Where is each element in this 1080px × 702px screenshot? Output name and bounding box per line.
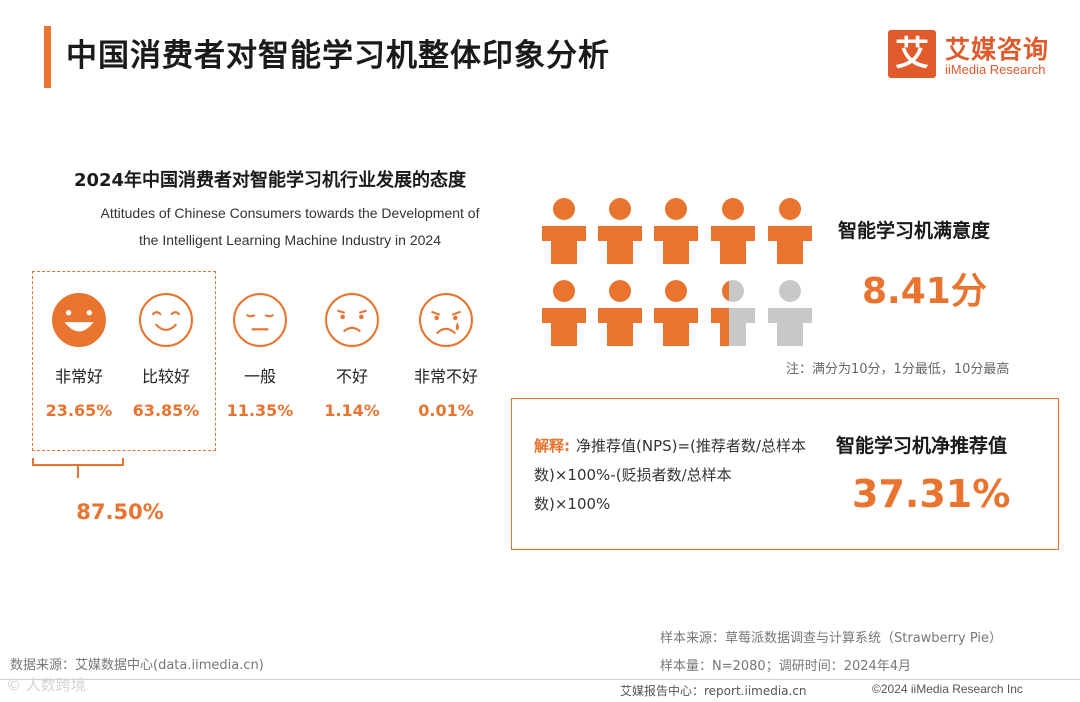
person-icon — [711, 280, 755, 346]
attitude-item: 一般 11.35% — [205, 292, 315, 421]
sample-source: 样本来源：草莓派数据调查与计算系统（Strawberry Pie） — [660, 631, 1002, 646]
attitude-chart-subtitle-en: Attitudes of Chinese Consumers towards t… — [40, 200, 540, 254]
attitude-value: 23.65% — [45, 401, 113, 420]
nps-keyword: 解释: — [534, 437, 570, 455]
laughing-face-icon — [52, 293, 106, 347]
attitude-item: 非常不好 0.01% — [391, 292, 501, 421]
attitude-item: 不好 1.14% — [297, 292, 407, 421]
crying-face-icon — [419, 293, 473, 347]
logo-name-cn: 艾媒咨询 — [945, 35, 1050, 64]
attitude-label: 非常不好 — [413, 367, 478, 386]
person-icon — [598, 198, 642, 264]
copyright: ©2024 iiMedia Research Inc — [872, 682, 1023, 696]
person-icon — [542, 198, 586, 264]
iimedia-logo: 艾 艾媒咨询 iiMedia Research — [888, 30, 1063, 80]
neutral-face-icon — [233, 293, 287, 347]
attitude-item: 非常好 23.65% — [24, 292, 134, 421]
logo-mark: 艾 — [888, 30, 936, 78]
attitude-value: 1.14% — [324, 401, 380, 420]
nps-box — [511, 398, 1059, 550]
frowning-face-icon — [325, 293, 379, 347]
attitude-value: 0.01% — [418, 401, 474, 420]
satisfaction-note: 注：满分为10分，1分最低，10分最高 — [786, 362, 1010, 377]
subtitle-line-1: Attitudes of Chinese Consumers towards t… — [100, 205, 480, 221]
nps-formula: 净推荐值(NPS)=(推荐者数/总样本数)×100%-(贬损者数/总样本数)×1… — [534, 437, 806, 513]
satisfaction-score: 8.41分 — [862, 271, 987, 312]
sample-size: 样本量：N=2080；调研时间：2024年4月 — [660, 659, 912, 674]
positive-bracket — [32, 458, 124, 478]
attitude-label: 非常好 — [54, 367, 103, 386]
nps-value: 37.31% — [852, 472, 1011, 516]
attitude-label: 一般 — [243, 367, 276, 386]
nps-title: 智能学习机净推荐值 — [836, 435, 1008, 457]
person-icon — [654, 198, 698, 264]
attitude-chart-title: 2024年中国消费者对智能学习机行业发展的态度 — [73, 170, 467, 191]
attitude-label: 比较好 — [141, 367, 190, 386]
positive-group-box — [32, 271, 216, 451]
person-icon — [711, 198, 755, 264]
subtitle-line-2: the Intelligent Learning Machine Industr… — [139, 232, 441, 248]
attitude-value: 63.85% — [132, 401, 200, 420]
person-icon — [598, 280, 642, 346]
report-center: 艾媒报告中心：report.iimedia.cn — [620, 684, 807, 698]
satisfaction-title: 智能学习机满意度 — [838, 220, 991, 242]
attitude-value: 11.35% — [226, 401, 294, 420]
footer-divider — [0, 679, 1080, 680]
title-accent-bar — [44, 26, 51, 88]
person-icon — [768, 198, 812, 264]
person-icon — [542, 280, 586, 346]
attitude-label: 不好 — [335, 367, 368, 386]
person-icon — [768, 280, 812, 346]
smiling-face-icon — [139, 293, 193, 347]
nps-explanation: 解释: 净推荐值(NPS)=(推荐者数/总样本数)×100%-(贬损者数/总样本数… — [534, 432, 806, 519]
data-source: 数据来源：艾媒数据中心(data.iimedia.cn) — [10, 658, 264, 673]
logo-name-en: iiMedia Research — [945, 62, 1046, 77]
satisfaction-pictogram — [542, 198, 812, 346]
combined-positive-value: 87.50% — [76, 500, 164, 524]
attitude-item: 比较好 63.85% — [111, 292, 221, 421]
bracket-line — [32, 458, 124, 478]
page-title: 中国消费者对智能学习机整体印象分析 — [66, 38, 610, 74]
person-icon — [654, 280, 698, 346]
watermark: © 人数跨境 — [6, 676, 86, 694]
